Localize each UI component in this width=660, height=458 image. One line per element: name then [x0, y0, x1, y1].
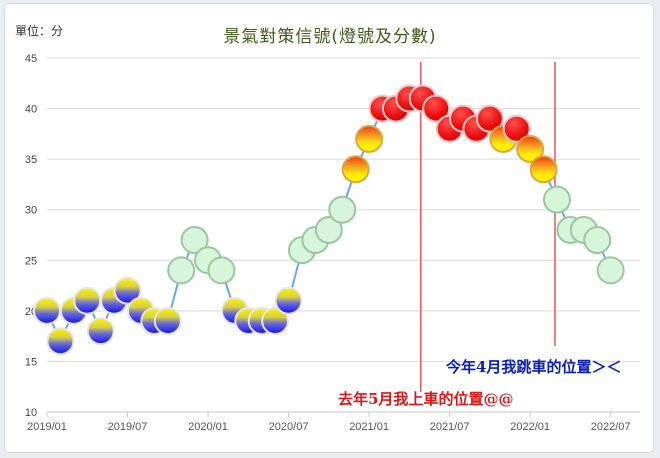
signal-light-g[interactable]	[596, 256, 625, 285]
x-tick-label: 2019/01	[27, 421, 67, 433]
x-axis: 2019/01 2019/07 2020/01 2020/07 2021/01 2021/…	[27, 411, 640, 433]
signal-light-yb[interactable]	[73, 286, 102, 315]
x-tick-label: 2020/07	[269, 421, 309, 433]
x-tick-label: 2022/07	[591, 421, 631, 433]
y-tick-label: 25	[25, 255, 37, 267]
signal-light-yr[interactable]	[516, 135, 545, 164]
signal-light-g[interactable]	[180, 226, 209, 255]
y-tick-label: 35	[25, 154, 37, 166]
unit-label: 單位：分	[15, 24, 64, 38]
signal-light-yb[interactable]	[261, 306, 290, 335]
x-tick-label: 2019/07	[108, 421, 148, 433]
signal-light-g[interactable]	[207, 256, 236, 285]
signal-light-yr[interactable]	[355, 124, 384, 153]
signal-light-yb[interactable]	[46, 327, 75, 356]
chart-title: 景氣對策信號(燈號及分數)	[223, 27, 437, 47]
exit-annotation: 今年4月我跳車的位置＞＜	[446, 358, 622, 376]
signal-light-r[interactable]	[502, 114, 531, 143]
y-tick-label: 40	[25, 104, 37, 116]
signal-light-g[interactable]	[328, 195, 357, 224]
signal-light-yr[interactable]	[529, 155, 558, 184]
x-tick-label: 2022/01	[510, 421, 550, 433]
signal-light-g[interactable]	[542, 185, 571, 214]
entry-annotation: 去年5月我上車的位置@@	[338, 390, 514, 408]
signal-light-yb[interactable]	[274, 286, 303, 315]
signal-light-r[interactable]	[422, 94, 451, 123]
x-tick-label: 2021/01	[349, 421, 389, 433]
signal-light-r[interactable]	[475, 104, 504, 133]
signal-light-yb[interactable]	[113, 276, 142, 305]
y-tick-label: 10	[25, 407, 37, 419]
signal-light-yb[interactable]	[33, 296, 61, 325]
signal-lights	[33, 84, 625, 356]
x-tick-label: 2021/07	[430, 421, 470, 433]
signal-light-yb[interactable]	[153, 306, 182, 335]
signal-light-g[interactable]	[314, 215, 343, 244]
y-tick-label: 45	[25, 53, 37, 65]
y-tick-label: 30	[25, 205, 37, 217]
x-tick-label: 2020/01	[188, 421, 228, 433]
signal-light-g[interactable]	[167, 256, 196, 285]
y-tick-label: 15	[25, 356, 37, 368]
signal-light-yr[interactable]	[341, 155, 370, 184]
signal-light-g[interactable]	[583, 226, 612, 255]
signal-light-yb[interactable]	[86, 317, 115, 346]
